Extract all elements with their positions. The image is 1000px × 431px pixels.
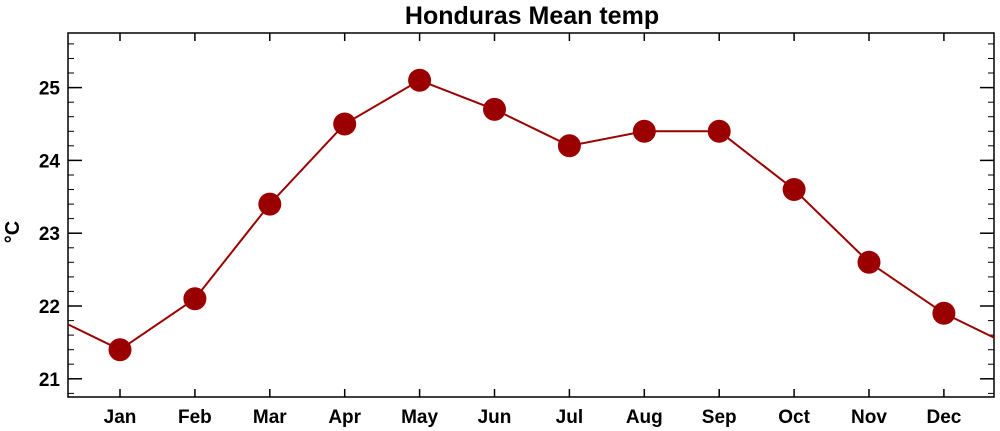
x-tick-label: May (401, 407, 438, 428)
y-tick-label: 22 (39, 297, 60, 318)
x-tick-label: Nov (851, 407, 887, 428)
data-point-may (408, 68, 432, 92)
series-layer (67, 68, 995, 362)
data-point-feb (183, 287, 207, 311)
labels-layer: 21 22 23 24 25 Jan Feb Mar Apr May Jun Jul Aug Sep Oct… (39, 79, 962, 428)
data-point-apr (333, 112, 357, 136)
data-point-oct (782, 178, 806, 201)
y-tick-label: 23 (39, 224, 60, 245)
x-tick-label: Sep (702, 407, 737, 428)
x-tick-label: Jun (478, 407, 512, 428)
ticks-layer (68, 33, 994, 397)
y-tick-label: 25 (39, 79, 61, 100)
x-tick-label: Dec (926, 407, 961, 428)
x-tick-label: Oct (778, 407, 810, 428)
x-tick-label: Jul (556, 407, 583, 428)
series-line (67, 79, 995, 351)
x-tick-label: Jan (104, 407, 137, 428)
y-tick-label: 21 (39, 370, 61, 391)
data-point-jan (108, 338, 132, 362)
x-tick-label: Apr (328, 407, 361, 428)
data-point-jul (557, 134, 581, 158)
data-point-jun (483, 97, 506, 121)
plot-frame (67, 32, 995, 398)
data-point-aug (632, 119, 656, 143)
data-point-sep (707, 119, 731, 143)
x-tick-label: Aug (626, 407, 663, 428)
y-tick-label: 24 (39, 151, 61, 172)
data-point-mar (258, 192, 282, 216)
y-axis-label: °C (2, 221, 24, 243)
data-point-nov (857, 250, 881, 274)
x-tick-label: Feb (178, 407, 212, 428)
chart-title: Honduras Mean temp (405, 2, 659, 30)
data-point-dec (932, 301, 956, 325)
x-tick-label: Mar (253, 407, 287, 428)
